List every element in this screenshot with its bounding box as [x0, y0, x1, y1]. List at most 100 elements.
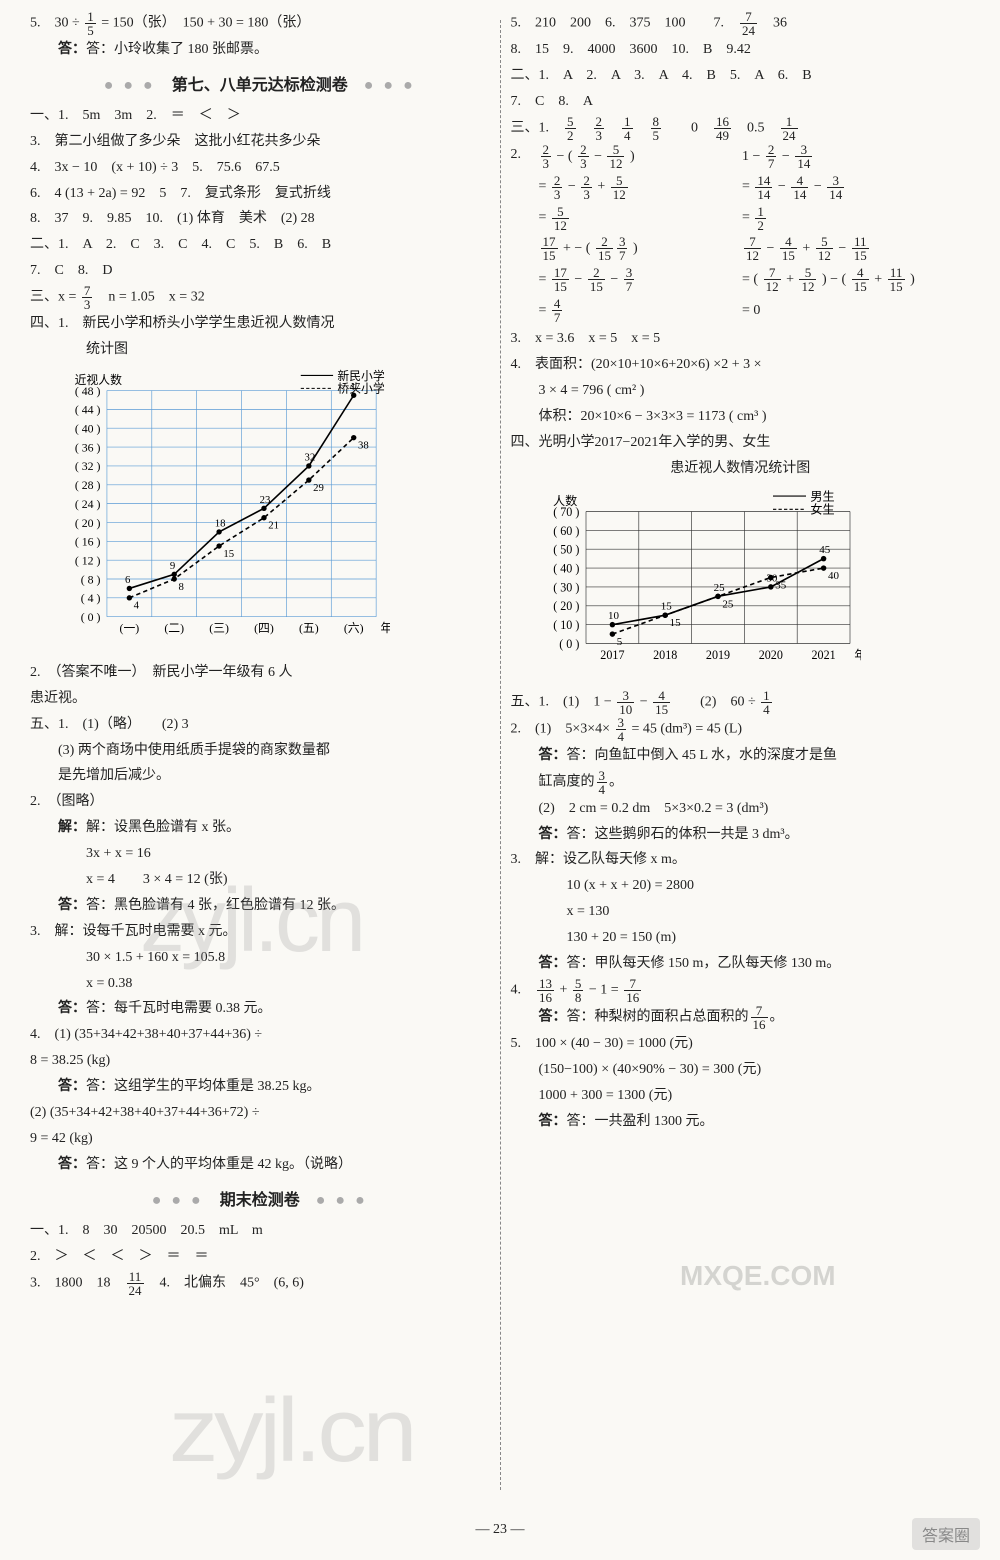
- answer-line: 答：答：这些鹅卵石的体积一共是 3 dm³。: [511, 822, 971, 848]
- text-line: 8. 37 9. 9.85 10. (1) 体育 美术 (2) 28: [30, 206, 490, 232]
- text-line: 3. 1800 18 1124 4. 北偏东 45° (6, 6): [30, 1270, 490, 1297]
- text-line: 三、x = 73 n = 1.05 x = 32: [30, 284, 490, 311]
- text-line: 一、1. 5m 3m 2. ＝ ＜ ＞: [30, 103, 490, 129]
- svg-text:(四): (四): [254, 621, 274, 635]
- svg-text:2021: 2021: [811, 648, 835, 662]
- right-column: 5. 210 200 6. 375 100 7. 724 36 8. 15 9.…: [501, 10, 981, 1540]
- equation-block: 2. 23 − ( 23 − 512 )= 23 − 23 + 512= 512…: [511, 142, 971, 327]
- svg-text:( 16 ): ( 16 ): [75, 535, 101, 549]
- svg-text:( 0 ): ( 0 ): [559, 637, 579, 651]
- svg-text:38: 38: [358, 439, 369, 451]
- text-line: 患近视。: [30, 686, 490, 712]
- text-line: 三、1. 52 23 14 85 0 1649 0.5 124: [511, 115, 971, 142]
- page: zyjl.cn zyjl.cn MXQE.COM 5. 30 ÷ 15 = 15…: [0, 0, 1000, 1560]
- svg-text:2017: 2017: [600, 648, 624, 662]
- svg-text:2018: 2018: [653, 648, 677, 662]
- text-line: 30 × 1.5 + 160 x = 105.8: [30, 945, 490, 971]
- svg-text:( 44 ): ( 44 ): [75, 403, 101, 417]
- text-line: 8. 15 9. 4000 3600 10. B 9.42: [511, 37, 971, 63]
- text-line: 2. (1) 5×3×4× 34 = 45 (dm³) = 45 (L): [511, 716, 971, 743]
- svg-text:( 36 ): ( 36 ): [75, 440, 101, 454]
- svg-text:( 20 ): ( 20 ): [553, 599, 579, 613]
- svg-text:( 60 ): ( 60 ): [553, 524, 579, 538]
- svg-text:年级: 年级: [380, 621, 390, 635]
- text-line: 患近视人数情况统计图: [511, 456, 971, 482]
- svg-text:( 0 ): ( 0 ): [81, 610, 101, 624]
- text-line: 一、1. 8 30 20500 20.5 mL m: [30, 1218, 490, 1244]
- answer-line: 答：答：向鱼缸中倒入 45 L 水，水的深度才是鱼: [511, 743, 971, 769]
- svg-text:21: 21: [268, 519, 279, 531]
- text-line: 2. ＞ ＜ ＜ ＞ ＝ ＝: [30, 1244, 490, 1270]
- section-header: ● ● ● 第七、八单元达标检测卷 ● ● ●: [30, 71, 490, 95]
- svg-text:人数: 人数: [553, 493, 577, 508]
- svg-text:女生: 女生: [810, 501, 834, 516]
- text-line: 是先增加后减少。: [30, 763, 490, 789]
- text-line: 2. （答案不唯一） 新民小学一年级有 6 人: [30, 660, 490, 686]
- text-line: 缸高度的34。: [511, 769, 971, 796]
- text-line: 1000 + 300 = 1300 (元): [511, 1083, 971, 1109]
- text-line: 3. 解：设每千瓦时电需要 x 元。: [30, 919, 490, 945]
- svg-text:29: 29: [313, 482, 324, 494]
- svg-text:15: 15: [669, 617, 681, 629]
- watermark-site: MXQE.COM: [680, 1260, 836, 1292]
- text-line: (2) (35+34+42+38+40+37+44+36+72) ÷: [30, 1100, 490, 1126]
- text-line: 3. 第二小组做了多少朵 这批小红花共多少朵: [30, 129, 490, 155]
- text-line: 7. C 8. D: [30, 258, 490, 284]
- svg-text:15: 15: [223, 548, 234, 560]
- answer-line: 答：答：这组学生的平均体重是 38.25 kg。: [30, 1074, 490, 1100]
- svg-text:( 30 ): ( 30 ): [553, 580, 579, 594]
- svg-text:(二): (二): [164, 621, 184, 635]
- svg-text:( 40 ): ( 40 ): [75, 421, 101, 435]
- answer-line: 答：答：一共盈利 1300 元。: [511, 1109, 971, 1135]
- svg-text:( 24 ): ( 24 ): [75, 497, 101, 511]
- svg-text:8: 8: [179, 581, 184, 593]
- svg-text:(六): (六): [344, 621, 364, 635]
- svg-text:47: 47: [349, 381, 360, 393]
- text-line: x = 4 3 × 4 = 12 (张): [30, 867, 490, 893]
- text-line: 二、1. A 2. A 3. A 4. B 5. A 6. B: [511, 63, 971, 89]
- answer-line: 答：答：小玲收集了 180 张邮票。: [30, 37, 490, 63]
- svg-text:40: 40: [828, 570, 840, 582]
- svg-text:4: 4: [134, 600, 140, 612]
- svg-text:( 40 ): ( 40 ): [553, 561, 579, 575]
- svg-text:男生: 男生: [810, 489, 834, 503]
- text-line: 3 × 4 = 796 ( cm² ): [511, 378, 971, 404]
- text-line: 3. 解：设乙队每天修 x m。: [511, 847, 971, 873]
- svg-text:35: 35: [775, 579, 787, 591]
- svg-text:年份: 年份: [854, 648, 861, 662]
- svg-text:2019: 2019: [705, 648, 729, 662]
- text-line: 统计图: [30, 337, 490, 363]
- svg-text:9: 9: [170, 560, 175, 572]
- text-line: (2) 2 cm = 0.2 dm 5×3×0.2 = 3 (dm³): [511, 796, 971, 822]
- svg-text:15: 15: [660, 601, 672, 613]
- text-line: 4. 3x − 10 (x + 10) ÷ 3 5. 75.6 67.5: [30, 155, 490, 181]
- text-line: 5. 210 200 6. 375 100 7. 724 36: [511, 10, 971, 37]
- text-line: 5. 100 × (40 − 30) = 1000 (元): [511, 1031, 971, 1057]
- page-number: — 23 —: [0, 1522, 1000, 1538]
- svg-text:(五): (五): [299, 621, 319, 635]
- svg-text:(一): (一): [119, 621, 139, 635]
- text-line: 6. 4 (13 + 2a) = 92 5 7. 复式条形 复式折线: [30, 181, 490, 207]
- svg-text:25: 25: [722, 598, 734, 610]
- text-line: 五、1. (1)（略） (2) 3: [30, 712, 490, 738]
- svg-text:2020: 2020: [758, 648, 782, 662]
- svg-text:18: 18: [215, 517, 226, 529]
- text-line: 五、1. (1) 1 − 310 − 415 (2) 60 ÷ 14: [511, 689, 971, 716]
- text-line: 5. 30 ÷ 15 = 150（张） 150 + 30 = 180（张）: [30, 10, 490, 37]
- svg-text:( 10 ): ( 10 ): [553, 618, 579, 632]
- svg-text:( 20 ): ( 20 ): [75, 516, 101, 530]
- text-line: 4. (1) (35+34+42+38+40+37+44+36) ÷: [30, 1022, 490, 1048]
- text-line: 10 (x + x + 20) = 2800: [511, 873, 971, 899]
- svg-text:6: 6: [125, 574, 131, 586]
- answer-line: 答：答：甲队每天修 150 m，乙队每天修 130 m。: [511, 951, 971, 977]
- text-line: x = 0.38: [30, 971, 490, 997]
- text-line: 130 + 20 = 150 (m): [511, 925, 971, 951]
- answer-line: 答：答：种梨树的面积占总面积的716。: [511, 1004, 971, 1031]
- text-line: (150−100) × (40×90% − 30) = 300 (元): [511, 1057, 971, 1083]
- text-line: 7. C 8. A: [511, 89, 971, 115]
- svg-text:( 12 ): ( 12 ): [75, 553, 101, 567]
- line-chart: ( 70 )( 60 )( 50 )( 40 )( 30 )( 20 )( 10…: [531, 488, 861, 678]
- text-line: 四、光明小学2017−2021年入学的男、女生: [511, 430, 971, 456]
- text-line: 4. 表面积：(20×10+10×6+20×6) ×2 + 3 ×: [511, 352, 971, 378]
- answer-line: 答：答：每千瓦时电需要 0.38 元。: [30, 996, 490, 1022]
